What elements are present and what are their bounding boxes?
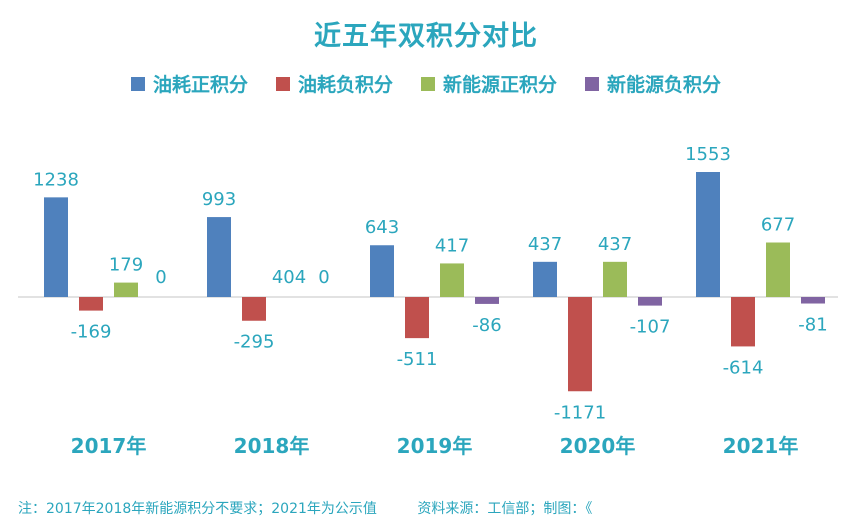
legend-swatch-1 [130, 76, 145, 91]
legend-label-4: 新能源负积分 [607, 74, 722, 96]
data-label-4-2: 0 [318, 267, 329, 288]
bar-2-1 [79, 297, 103, 311]
category-label-4: 2020年 [560, 434, 636, 458]
data-label-2-2: -295 [234, 332, 275, 353]
legend-label-3: 新能源正积分 [443, 74, 558, 96]
data-label-3-3: 417 [435, 235, 469, 256]
bar-1-2 [207, 217, 231, 297]
bar-1-3 [370, 245, 394, 297]
data-label-2-1: -169 [71, 322, 112, 343]
category-label-2: 2018年 [234, 434, 310, 458]
data-label-1-5: 1553 [685, 144, 731, 165]
data-label-2-4: -1171 [554, 402, 606, 423]
legend-item-3: 新能源正积分 [421, 70, 557, 97]
bar-1-1 [44, 197, 68, 297]
legend-item-4: 新能源负积分 [585, 70, 721, 97]
bar-1-4 [533, 261, 557, 297]
legend-item-2: 油耗负积分 [275, 70, 393, 97]
data-label-4-1: 0 [155, 267, 166, 288]
data-label-4-5: -81 [798, 315, 827, 336]
data-label-1-1: 1238 [33, 169, 79, 190]
chart-title: 近五年双积分对比 [314, 21, 538, 52]
bar-2-2 [242, 297, 266, 321]
category-label-5: 2021年 [723, 434, 799, 458]
legend-swatch-3 [421, 76, 435, 91]
data-label-1-3: 643 [365, 217, 399, 238]
legend-label-2: 油耗负积分 [297, 74, 393, 96]
data-label-2-5: -614 [723, 357, 764, 378]
bar-2-5 [731, 297, 755, 347]
bar-1-5 [696, 172, 720, 297]
bar-3-1 [114, 282, 138, 297]
bar-4-5 [801, 297, 825, 304]
bar-4-4 [638, 297, 662, 306]
data-label-3-2: 404 [272, 267, 306, 288]
data-label-4-4: -107 [630, 317, 671, 338]
bar-4-3 [475, 297, 499, 304]
chart-footer: 注：2017年2018年新能源积分不要求；2021年为公示值 资料来源：工信部；… [18, 498, 838, 518]
category-label-1: 2017年 [71, 434, 147, 458]
footer-source: 资料来源：工信部；制图：《 [417, 501, 593, 517]
data-label-1-4: 437 [528, 234, 562, 255]
data-label-3-4: 437 [598, 234, 632, 255]
legend-label-1: 油耗正积分 [152, 74, 248, 96]
data-label-2-3: -511 [397, 349, 438, 370]
bar-2-3 [405, 297, 429, 339]
legend-swatch-2 [275, 76, 290, 91]
data-label-3-1: 179 [109, 255, 143, 276]
bar-3-5 [766, 242, 790, 297]
bar-chart: 1238 -169 179 0 2017年 993 -295 404 0 2018年 643 -511… [18, 144, 838, 458]
bar-3-4 [603, 261, 627, 297]
category-label-3: 2019年 [397, 434, 473, 458]
bar-2-4 [568, 297, 592, 392]
footer-note: 注：2017年2018年新能源积分不要求；2021年为公示值 [18, 501, 377, 517]
chart-legend: 油耗正积分 油耗负积分 新能源正积分 新能源负积分 [0, 70, 852, 97]
bar-3-3 [440, 263, 464, 297]
data-label-3-5: 677 [761, 215, 795, 236]
legend-swatch-4 [585, 76, 600, 91]
data-label-4-3: -86 [472, 315, 501, 336]
legend-item-1: 油耗正积分 [130, 70, 248, 97]
data-label-1-2: 993 [202, 189, 236, 210]
